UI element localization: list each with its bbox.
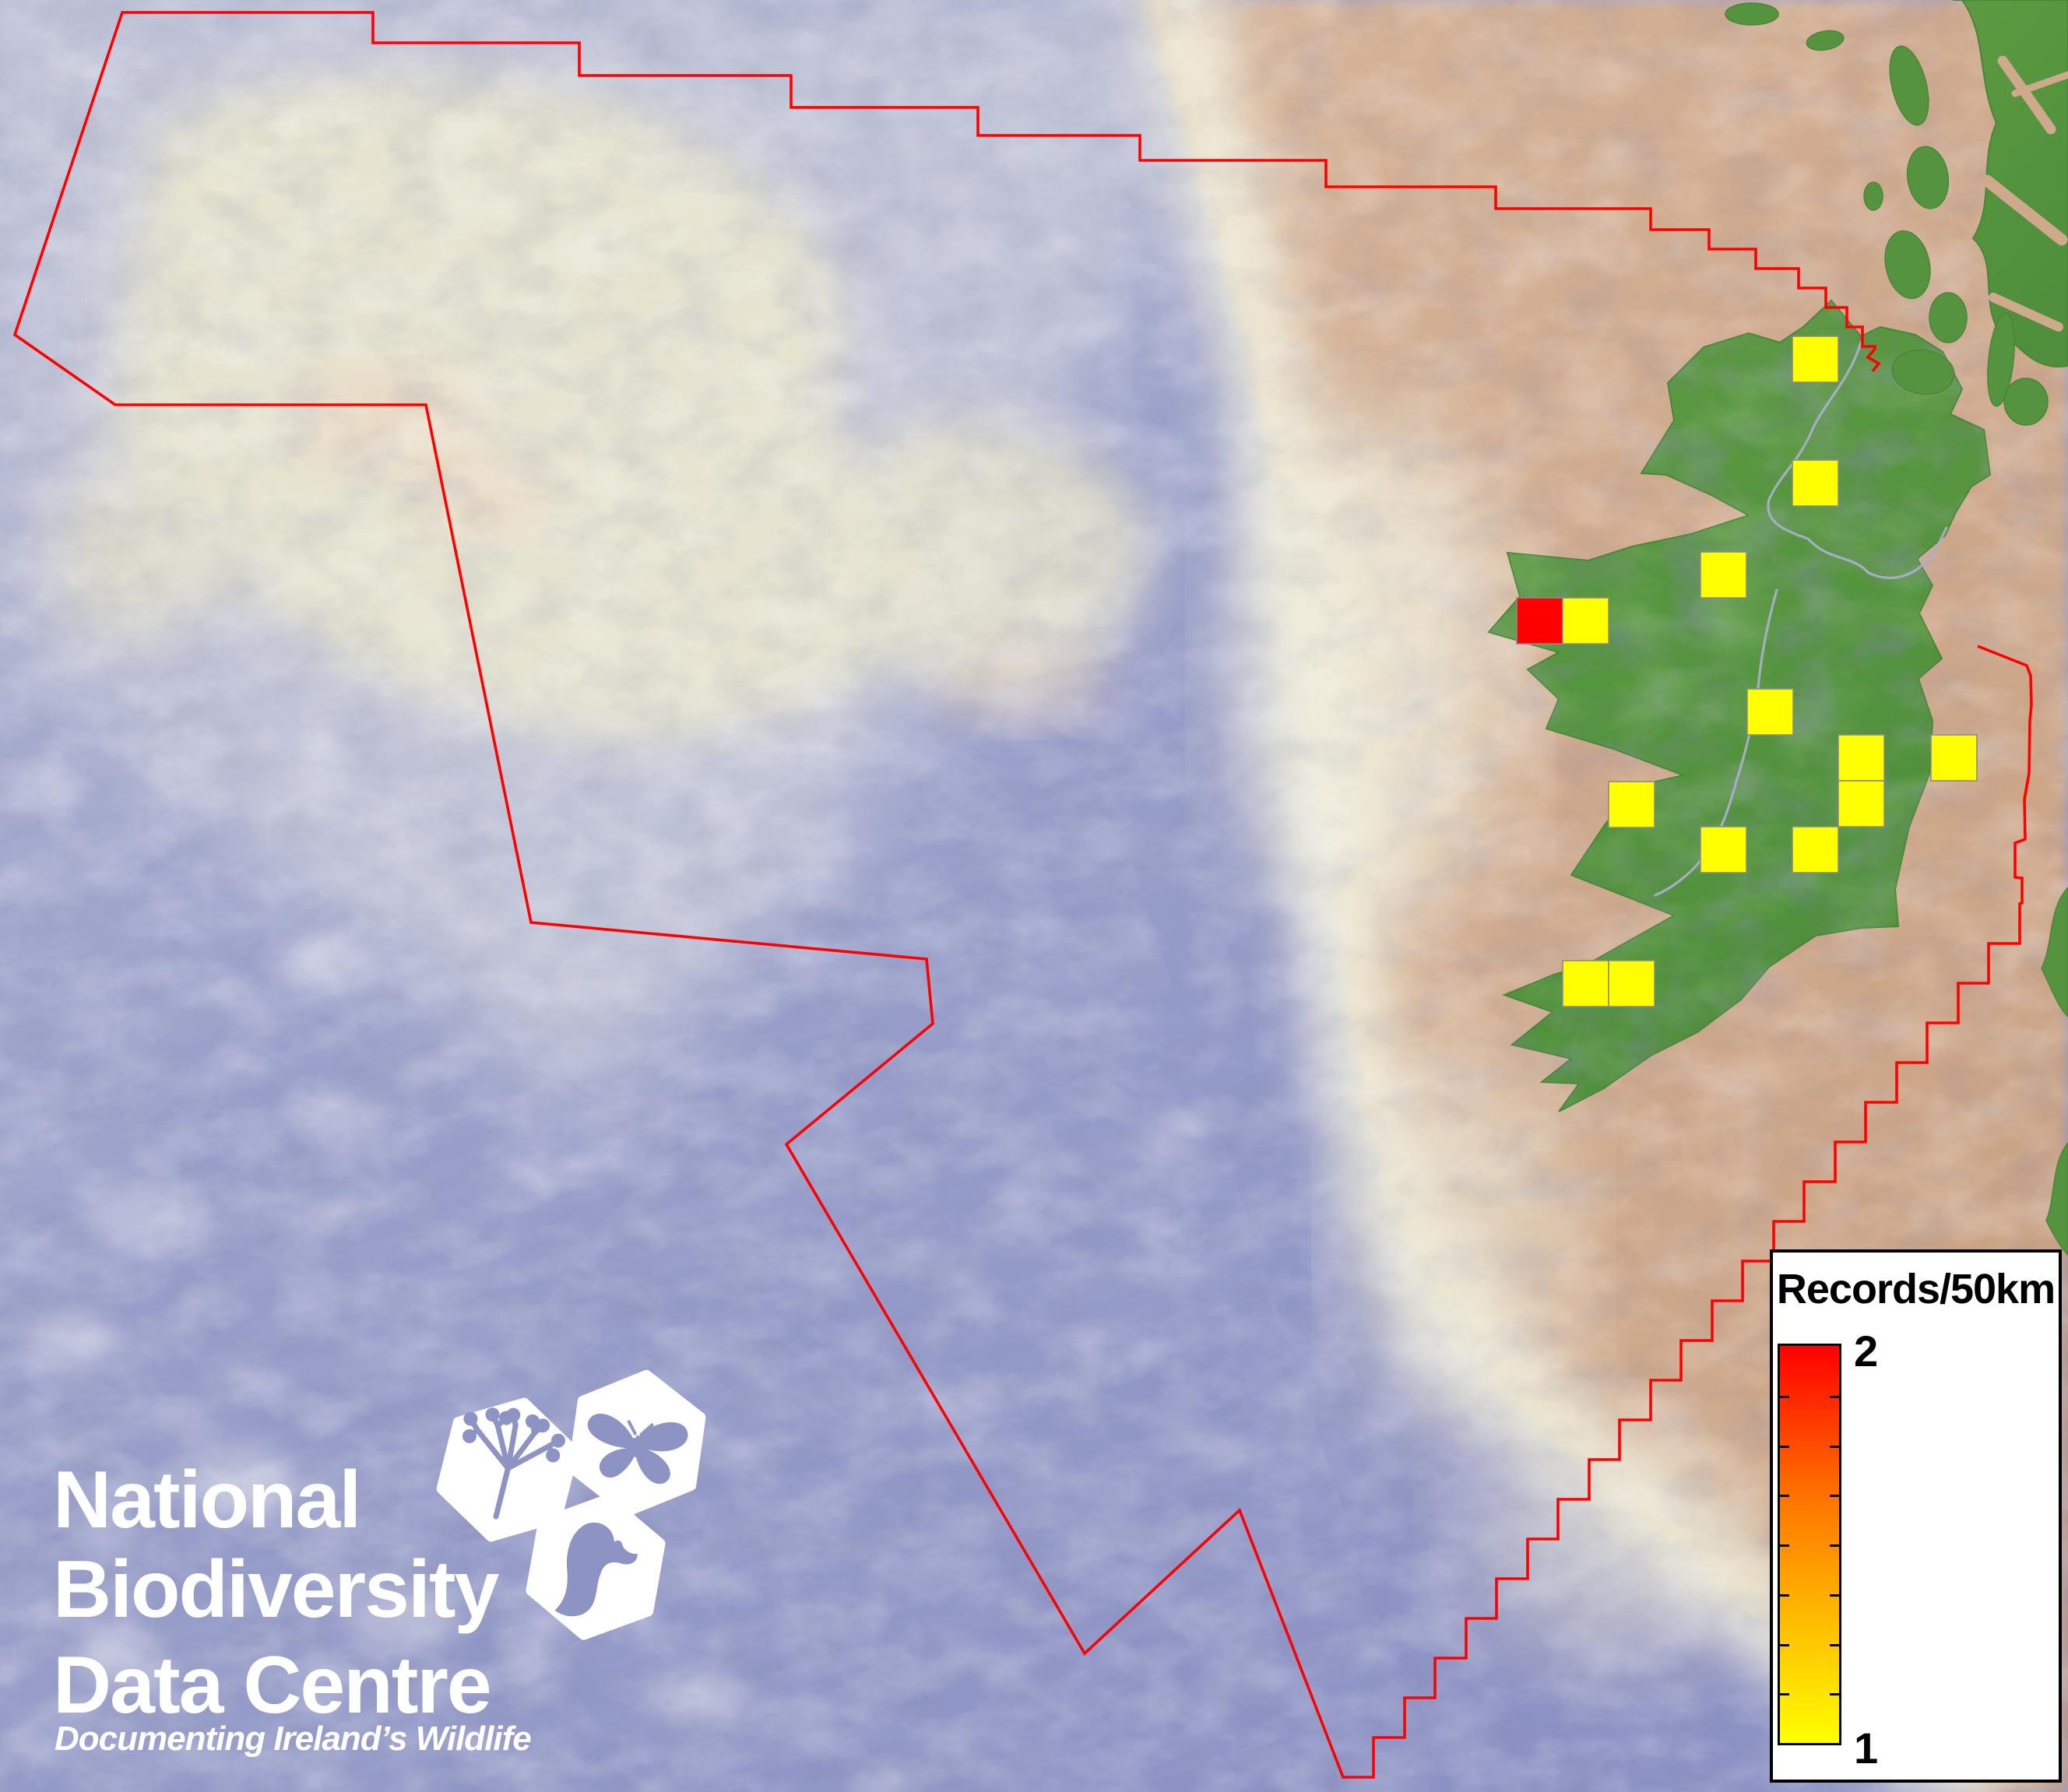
legend-box: Records/50km 2 1	[1770, 1249, 2062, 1783]
record-grid-cell	[1562, 597, 1609, 645]
nbdc-logo: National Biodiversity Data Centre Docume…	[53, 1369, 706, 1758]
record-grid-cell	[1608, 960, 1655, 1007]
butterfly-icon	[587, 1414, 688, 1485]
legend-min-label: 1	[1854, 1723, 1879, 1773]
logo-line-2: Biodiversity	[53, 1544, 499, 1635]
legend-tick	[1830, 1544, 1839, 1547]
scotland-landmass	[1953, 0, 2068, 368]
logo-line-1: National	[53, 1455, 360, 1545]
logo-hexagons	[436, 1369, 706, 1640]
legend-tick	[1780, 1643, 1789, 1646]
legend-tick	[1780, 1593, 1789, 1597]
record-grid-cell	[1930, 734, 1978, 782]
record-grid-cell	[1700, 551, 1747, 599]
record-grid	[1516, 336, 1978, 1007]
river-shannon	[1654, 589, 1778, 897]
record-grid-cell	[1792, 826, 1839, 873]
logo-line-3: Data Centre	[53, 1640, 491, 1731]
cornwall-coast-sliver	[2045, 1141, 2068, 1256]
legend-tick	[1830, 1395, 1839, 1398]
legend-tick	[1830, 1593, 1839, 1597]
plant-hexagon	[436, 1397, 579, 1542]
legend-tick	[1830, 1445, 1839, 1448]
record-grid-cell	[1792, 336, 1839, 383]
legend-color-scale-bar	[1778, 1344, 1841, 1745]
legend-max-label: 2	[1854, 1326, 1879, 1376]
record-grid-cell	[1562, 960, 1609, 1007]
record-grid-cell	[1608, 781, 1655, 828]
record-grid-cell	[1516, 597, 1563, 645]
record-grid-cell	[1746, 688, 1794, 736]
legend-tick	[1830, 1693, 1839, 1696]
legend-tick	[1780, 1693, 1789, 1696]
record-grid-cell	[1838, 734, 1885, 782]
umbel-plant-icon	[462, 1407, 565, 1520]
legend-tick	[1780, 1445, 1789, 1448]
political-and-river-lines	[1654, 341, 1948, 897]
legend-title: Records/50km	[1776, 1266, 2056, 1312]
seahorse-hexagon	[526, 1494, 666, 1640]
legend-tick	[1780, 1544, 1789, 1547]
record-grid-cell	[1792, 459, 1839, 507]
legend-tick	[1780, 1395, 1789, 1398]
butterfly-hexagon	[568, 1369, 706, 1517]
wales-coast-sliver	[2041, 886, 2068, 1018]
record-grid-cell	[1838, 780, 1885, 827]
designated-area-boundary-line	[12, 11, 2033, 1779]
scotland-sea-lochs	[1981, 55, 2068, 332]
record-grid-cell	[1700, 826, 1747, 873]
legend-tick	[1830, 1643, 1839, 1646]
logo-tagline: Documenting Ireland’s Wildlife	[55, 1720, 531, 1758]
scottish-islands	[1725, 2, 2049, 426]
seahorse-icon	[551, 1522, 638, 1617]
legend-tick	[1830, 1495, 1839, 1498]
legend-tick	[1780, 1495, 1789, 1498]
northern-ireland-border	[1767, 341, 1948, 579]
